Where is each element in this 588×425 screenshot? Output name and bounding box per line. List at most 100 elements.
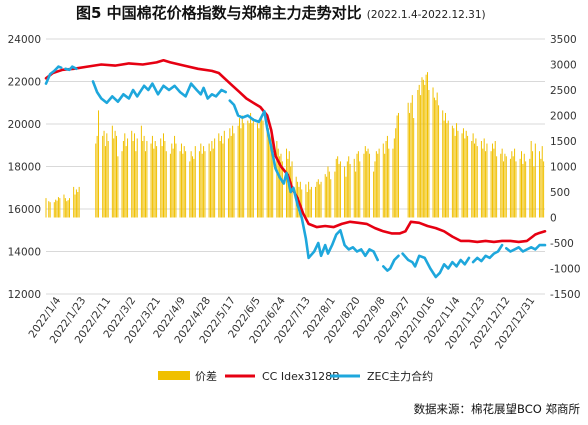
- left-axis-tick-label: 18000: [8, 162, 41, 174]
- right-axis-tick-label: -500: [550, 238, 574, 250]
- bar: [418, 84, 420, 218]
- bar: [227, 138, 229, 218]
- bar: [364, 146, 366, 218]
- bar: [132, 141, 134, 218]
- bar: [75, 189, 77, 218]
- right-axis-tick-label: 3000: [550, 60, 577, 72]
- legend-label: CC Idex3128B: [262, 370, 340, 383]
- bar: [427, 72, 429, 218]
- bar: [395, 128, 397, 218]
- bar: [156, 146, 158, 218]
- bar: [475, 138, 477, 218]
- bar: [308, 181, 310, 218]
- bar: [319, 184, 321, 218]
- bar: [203, 146, 205, 218]
- bar: [200, 143, 202, 218]
- legend-label: 价差: [195, 369, 217, 383]
- bar: [410, 102, 412, 218]
- bar: [287, 158, 289, 218]
- bar: [377, 153, 379, 218]
- bar: [373, 171, 375, 218]
- bar: [59, 198, 61, 218]
- bar: [413, 118, 415, 218]
- right-axis-tick-label: 1000: [550, 162, 577, 174]
- bar: [375, 151, 377, 218]
- bar: [277, 148, 279, 218]
- bar: [353, 158, 355, 218]
- chart-title-sub: (2022.1.4-2022.12.31): [367, 9, 486, 21]
- legend: 价差 CC Idex3128B ZEC主力合约: [158, 369, 433, 383]
- bar: [442, 110, 444, 218]
- bar: [471, 141, 473, 218]
- bar: [382, 143, 384, 218]
- bar: [454, 135, 456, 218]
- bar: [345, 176, 347, 218]
- bar: [182, 153, 184, 218]
- bar: [330, 179, 332, 218]
- bar: [467, 135, 469, 218]
- bar: [280, 153, 282, 218]
- bar: [447, 120, 449, 218]
- bar: [356, 153, 358, 218]
- bar: [124, 133, 126, 218]
- bar: [490, 151, 492, 218]
- bar: [107, 141, 109, 218]
- bar: [185, 151, 187, 218]
- bar: [501, 148, 503, 218]
- bar: [67, 200, 69, 218]
- bar: [306, 192, 308, 218]
- bar: [261, 115, 263, 218]
- bar: [357, 151, 359, 218]
- bar: [464, 138, 466, 218]
- bar: [309, 189, 311, 218]
- bar: [146, 141, 148, 218]
- bar: [162, 133, 164, 218]
- bar: [96, 135, 98, 218]
- bar: [385, 141, 387, 218]
- bar: [121, 151, 123, 218]
- bar: [534, 143, 536, 218]
- bar: [316, 181, 318, 218]
- bar: [505, 156, 507, 218]
- bar: [222, 143, 224, 218]
- bar: [486, 143, 488, 218]
- bar: [409, 112, 411, 218]
- bar: [443, 120, 445, 218]
- bar: [103, 130, 105, 218]
- bar: [532, 151, 534, 218]
- bar: [281, 161, 283, 218]
- bar: [250, 112, 252, 218]
- bar: [540, 158, 542, 218]
- bar: [55, 199, 57, 218]
- right-axis-tick-label: 0: [550, 213, 557, 225]
- bar: [258, 128, 260, 218]
- bar: [512, 156, 514, 218]
- bar: [127, 138, 129, 218]
- bar: [175, 143, 177, 218]
- bar: [438, 105, 440, 218]
- bar: [69, 198, 70, 218]
- bar: [327, 166, 329, 218]
- bar: [208, 143, 210, 218]
- bar: [462, 128, 464, 218]
- bar: [453, 128, 455, 218]
- left-axis-tick-label: 22000: [8, 77, 41, 89]
- bar: [269, 138, 271, 218]
- right-axis-tick-label: -1000: [550, 264, 581, 276]
- right-axis-tick-label: 1500: [550, 136, 577, 148]
- bar: [393, 138, 395, 218]
- bar: [239, 118, 241, 218]
- bar: [190, 151, 192, 218]
- bar: [509, 158, 511, 218]
- bar: [164, 141, 166, 218]
- bar: [180, 143, 182, 218]
- bar: [240, 128, 242, 218]
- bar: [201, 153, 203, 218]
- bar: [417, 90, 419, 218]
- line-series: [44, 59, 547, 279]
- bar: [49, 202, 51, 218]
- bar: [425, 74, 427, 218]
- bar: [160, 138, 162, 218]
- bar: [335, 158, 337, 218]
- bar: [241, 115, 243, 218]
